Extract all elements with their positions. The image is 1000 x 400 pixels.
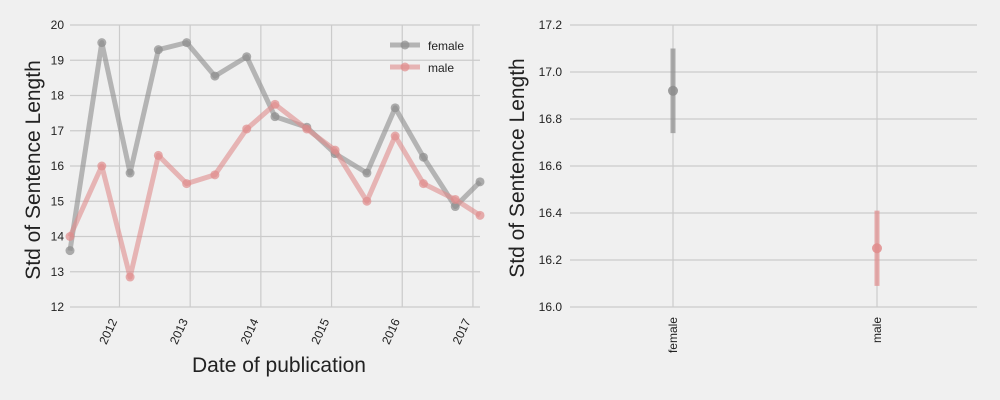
legend-marker-female bbox=[400, 40, 410, 50]
x-tick-label: 2014 bbox=[238, 316, 262, 346]
data-point-male bbox=[182, 179, 192, 189]
data-point-female bbox=[418, 152, 428, 162]
x-tick-labels-right: female male bbox=[666, 317, 884, 353]
points-group bbox=[668, 48, 882, 286]
y-tick-labels-right: 16.0 16.2 16.4 16.6 16.8 17.0 17.2 bbox=[539, 18, 563, 314]
data-point-male bbox=[475, 210, 485, 220]
series-group bbox=[65, 38, 485, 282]
y-tick-label: 16.0 bbox=[539, 300, 563, 314]
point-estimate-female bbox=[668, 85, 678, 96]
y-tick-label: 12 bbox=[51, 300, 65, 314]
data-point-female bbox=[210, 71, 220, 81]
y-tick-label: 16.4 bbox=[539, 206, 563, 220]
x-tick-label: 2013 bbox=[167, 316, 191, 346]
y-tick-label: 15 bbox=[51, 194, 65, 208]
data-point-male bbox=[450, 194, 460, 204]
data-point-male bbox=[390, 131, 400, 141]
data-point-male bbox=[242, 124, 252, 134]
y-tick-label: 13 bbox=[51, 265, 65, 279]
x-tick-label: male bbox=[870, 317, 884, 343]
y-tick-label: 16.8 bbox=[539, 112, 563, 126]
data-point-male bbox=[125, 272, 135, 282]
data-point-male bbox=[210, 170, 220, 180]
data-point-female bbox=[125, 168, 135, 178]
x-tick-labels: 2012 2013 2014 2015 2016 2017 bbox=[96, 316, 474, 346]
data-point-female bbox=[270, 112, 280, 122]
data-point-female bbox=[242, 52, 252, 62]
y-tick-label: 16 bbox=[51, 159, 65, 173]
data-point-female bbox=[475, 177, 485, 187]
point-estimate-male bbox=[872, 243, 882, 254]
data-point-female bbox=[362, 168, 372, 178]
y-tick-labels: 12 13 14 15 16 17 18 19 20 bbox=[51, 18, 65, 314]
y-tick-label: 17 bbox=[51, 124, 65, 138]
data-point-female bbox=[153, 45, 163, 55]
y-axis-label-right: Std of Sentence Length bbox=[506, 58, 529, 278]
data-point-female bbox=[450, 202, 460, 212]
point-chart-panel: 16.016.216.416.616.817.017.2 female male … bbox=[506, 18, 977, 353]
y-tick-label: 20 bbox=[51, 18, 65, 32]
y-tick-label: 16.6 bbox=[539, 159, 563, 173]
x-tick-label: 2015 bbox=[308, 316, 332, 346]
x-tick-label: 2017 bbox=[450, 316, 474, 346]
legend-marker-male bbox=[400, 62, 410, 72]
data-point-male bbox=[362, 196, 372, 206]
data-point-female bbox=[97, 38, 107, 48]
x-tick-label: 2016 bbox=[379, 316, 403, 346]
data-point-male bbox=[270, 99, 280, 109]
data-point-female bbox=[65, 246, 75, 256]
data-point-male bbox=[302, 124, 312, 134]
legend-label-female: female bbox=[428, 39, 464, 53]
legend-label-male: male bbox=[428, 61, 454, 75]
y-tick-label: 16.2 bbox=[539, 253, 563, 267]
y-tick-label: 18 bbox=[51, 89, 65, 103]
y-axis-label: Std of Sentence Length bbox=[22, 60, 45, 280]
y-tick-label: 17.0 bbox=[539, 65, 563, 79]
data-point-male bbox=[153, 150, 163, 160]
x-tick-label: female bbox=[666, 317, 680, 353]
y-tick-label: 17.2 bbox=[539, 18, 563, 32]
data-point-male bbox=[418, 179, 428, 189]
x-tick-label: 2012 bbox=[96, 316, 120, 346]
x-axis-label: Date of publication bbox=[192, 354, 366, 377]
y-tick-label: 19 bbox=[51, 53, 65, 67]
y-tick-label: 14 bbox=[51, 230, 65, 244]
data-point-male bbox=[97, 161, 107, 171]
legend: female male bbox=[390, 39, 464, 75]
data-point-female bbox=[182, 38, 192, 48]
data-point-female bbox=[390, 103, 400, 113]
data-point-male bbox=[330, 145, 340, 155]
data-point-male bbox=[65, 232, 75, 241]
